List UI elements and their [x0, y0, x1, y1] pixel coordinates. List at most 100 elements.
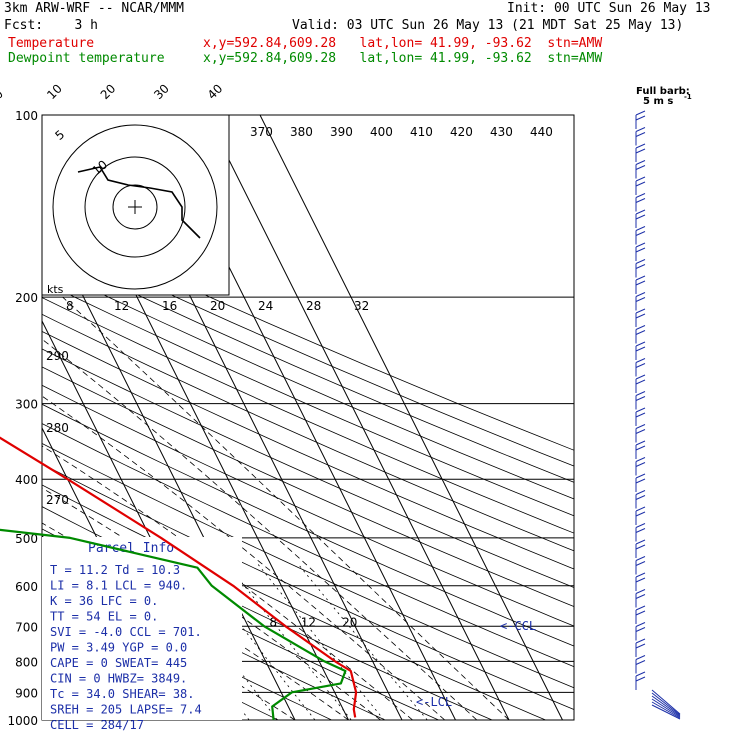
wind-barb-flag2-25: [635, 528, 646, 533]
isotherm-label-20: 20: [98, 81, 119, 102]
wind-barb-flag-15: [635, 358, 646, 363]
theta-label-390: 390: [330, 125, 353, 139]
lcl-annotation: <-LCL: [416, 695, 452, 709]
wind-barb-flag2-34: [635, 676, 646, 682]
wind-barb-flag2-22: [635, 478, 646, 484]
hodograph-axis-label-32: 32: [354, 299, 369, 313]
parcel-info: Parcel Info T = 11.2 Td = 10.3 LI = 8.1 L…: [42, 537, 242, 732]
parcel-row-2: K = 36 LFC = 0.: [50, 594, 158, 608]
isotherm-label-10: 10: [44, 81, 65, 102]
barb-legend-value: 5 m s: [643, 96, 673, 107]
pressure-label-100: 100: [15, 109, 38, 123]
wind-barb-flag-25: [635, 523, 646, 528]
init-time: Init: 00 UTC Sun 26 May 13: [507, 1, 711, 16]
hodograph-axis-label-8: 8: [66, 299, 74, 313]
theta-label-280: 280: [46, 421, 69, 435]
wind-barb-flag-17: [635, 391, 646, 396]
dry-adiabat-430: [42, 280, 574, 517]
parcel-row-0: T = 11.2 Td = 10.3: [50, 563, 180, 577]
wind-barb-flag-7: [635, 226, 646, 231]
isotherm-label-30: 30: [151, 81, 172, 102]
wind-barb-flag2-29: [635, 594, 646, 599]
dry-adiabat-350: [42, 423, 574, 668]
wind-barb-flag-12: [635, 308, 646, 314]
wind-barb-flag2-14: [635, 346, 646, 352]
dry-adiabat-410: [42, 313, 574, 552]
wind-barb-low-5: [651, 704, 681, 720]
parcel-row-5: PW = 3.49 YGP = 0.0: [50, 641, 187, 655]
isotherm-40: [206, 115, 510, 720]
wind-barb-flag2-26: [635, 544, 646, 550]
wind-barb-flag2-4: [635, 181, 646, 187]
wind-barb-flag2-15: [635, 363, 646, 368]
parcel-row-9: SREH = 205 LAPSE= 7.4: [50, 703, 202, 717]
parcel-row-3: TT = 54 EL = 0.: [50, 610, 158, 624]
wind-barb-flag-27: [635, 556, 646, 561]
valid-time: Valid: 03 UTC Sun 26 May 13 (21 MDT Sat …: [292, 18, 684, 33]
wind-barb-flag2-16: [635, 379, 646, 385]
wind-barb-flag2-24: [635, 511, 646, 517]
theta-label-380: 380: [290, 125, 313, 139]
pressure-label-400: 400: [15, 473, 38, 487]
pressure-label-300: 300: [15, 398, 38, 412]
wind-barb-flag2-5: [635, 198, 646, 203]
temperature-series: [0, 436, 358, 718]
wind-barb-flag2-18: [635, 412, 646, 418]
hodograph-axis-label-12: 12: [114, 299, 129, 313]
wind-barb-flag2-11: [635, 297, 646, 302]
wind-barb-flag2-1: [635, 132, 646, 137]
wind-barb-flag2-10: [635, 280, 646, 286]
dry-adiabat-420: [42, 297, 574, 534]
wind-barb-flag-5: [635, 193, 646, 198]
wind-barb-flag-2: [635, 143, 646, 149]
hodograph-ring-inner: [112, 184, 158, 230]
wind-barb-flag-28: [635, 572, 646, 578]
wind-barb-flag2-0: [635, 115, 646, 121]
wind-barb-flag2-31: [635, 627, 646, 632]
wind-barb-flag-4: [635, 176, 646, 182]
wind-barb-flag-32: [635, 638, 646, 644]
dewpoint-station-info: x,y=592.84,609.28 lat,lon= 41.99, -93.62…: [203, 51, 603, 66]
parcel-info-title: Parcel Info: [88, 541, 174, 556]
wind-barb-flag-30: [635, 605, 646, 611]
theta-label-290: 290: [46, 349, 69, 363]
wind-barb-flag2-13: [635, 330, 646, 335]
pressure-label-1000: 1000: [7, 714, 38, 728]
theta-label-420: 420: [450, 125, 473, 139]
wind-barb-flag-18: [635, 407, 646, 413]
theta-label-270: 270: [46, 493, 69, 507]
wind-barbs: Full barb: 5 m s -1: [635, 86, 692, 720]
isotherm-label-40: 40: [205, 81, 226, 102]
wind-barb-flag-24: [635, 506, 646, 512]
wind-barb-flag-31: [635, 622, 646, 627]
hodograph: 5 10 kts: [41, 114, 230, 296]
moist-adiabat-16: [42, 487, 381, 720]
dry-adiabat-470: [42, 218, 574, 451]
dry-adiabat-440: [42, 264, 574, 500]
dry-adiabat-450: [42, 249, 574, 483]
header: 3km ARW-WRF -- NCAR/MMM Init: 00 UTC Sun…: [0, 0, 740, 70]
wind-barb-flag-8: [635, 242, 646, 248]
parcel-row-4: SVI = -4.0 CCL = 701.: [50, 625, 202, 639]
isotherm-label-0: 0: [0, 87, 6, 102]
wind-barb-flag2-32: [635, 643, 646, 649]
mixing-ratio-label-12: 12: [301, 616, 316, 630]
wind-barb-flag2-27: [635, 561, 646, 566]
wind-barb-low-4: [651, 701, 681, 719]
wind-barb-low-3: [651, 698, 681, 718]
dry-adiabat-340: [42, 442, 574, 689]
pressure-label-800: 800: [15, 655, 38, 669]
wind-barb-flag2-6: [635, 214, 646, 220]
wind-barb-flag-14: [635, 341, 646, 347]
temperature-legend: Temperature: [8, 36, 95, 51]
parcel-row-10: CELL = 284/17: [50, 718, 144, 732]
wind-barb-flag-33: [635, 655, 646, 660]
wind-barb-flag-11: [635, 292, 646, 297]
theta-label-400: 400: [370, 125, 393, 139]
barb-legend-label: Full barb:: [636, 86, 690, 97]
hodograph-trace: [77, 166, 201, 239]
wind-barb-flag-34: [635, 671, 646, 677]
pressure-label-600: 600: [15, 580, 38, 594]
wind-barb-flag-19: [635, 424, 646, 429]
wind-barb-flag-9: [635, 259, 646, 264]
